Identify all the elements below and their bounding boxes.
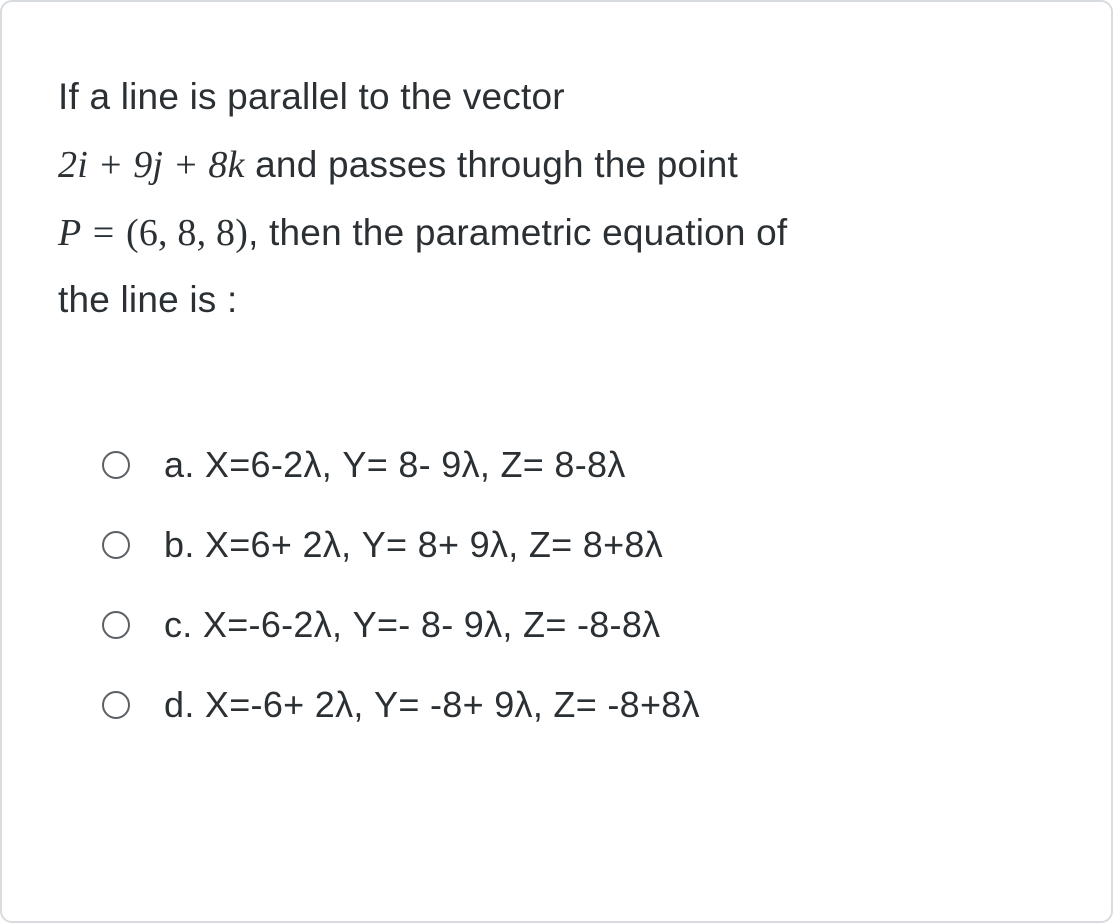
option-b[interactable]: b. X=6+ 2λ, Y= 8+ 9λ, Z= 8+8λ (102, 524, 1055, 566)
option-label: c. X=-6-2λ, Y=- 8- 9λ, Z= -8-8λ (164, 604, 660, 646)
stem-point-lhs: P = (58, 212, 126, 254)
radio-icon[interactable] (102, 451, 130, 479)
stem-text: and passes through the point (245, 144, 738, 185)
option-c[interactable]: c. X=-6-2λ, Y=- 8- 9λ, Z= -8-8λ (102, 604, 1055, 646)
option-d[interactable]: d. X=-6+ 2λ, Y= -8+ 9λ, Z= -8+8λ (102, 684, 1055, 726)
stem-vector: 2i + 9j + 8k (58, 144, 245, 186)
option-label: a. X=6-2λ, Y= 8- 9λ, Z= 8-8λ (164, 444, 626, 486)
stem-line-1: If a line is parallel to the vector (58, 64, 1055, 131)
question-card: If a line is parallel to the vector 2i +… (0, 0, 1113, 923)
option-label: d. X=-6+ 2λ, Y= -8+ 9λ, Z= -8+8λ (164, 684, 700, 726)
stem-line-4: the line is : (58, 267, 1055, 334)
stem-text: , then the parametric equation of (248, 212, 787, 253)
option-label: b. X=6+ 2λ, Y= 8+ 9λ, Z= 8+8λ (164, 524, 663, 566)
stem-text: If a line is parallel to the vector (58, 76, 565, 117)
option-a[interactable]: a. X=6-2λ, Y= 8- 9λ, Z= 8-8λ (102, 444, 1055, 486)
radio-icon[interactable] (102, 691, 130, 719)
options-group: a. X=6-2λ, Y= 8- 9λ, Z= 8-8λ b. X=6+ 2λ,… (58, 444, 1055, 726)
radio-icon[interactable] (102, 611, 130, 639)
stem-text: the line is : (58, 279, 237, 320)
stem-line-3: P = (6, 8, 8), then the parametric equat… (58, 199, 1055, 267)
stem-line-2: 2i + 9j + 8k and passes through the poin… (58, 131, 1055, 199)
question-stem: If a line is parallel to the vector 2i +… (58, 64, 1055, 334)
stem-point-value: (6, 8, 8) (126, 212, 248, 254)
radio-icon[interactable] (102, 531, 130, 559)
